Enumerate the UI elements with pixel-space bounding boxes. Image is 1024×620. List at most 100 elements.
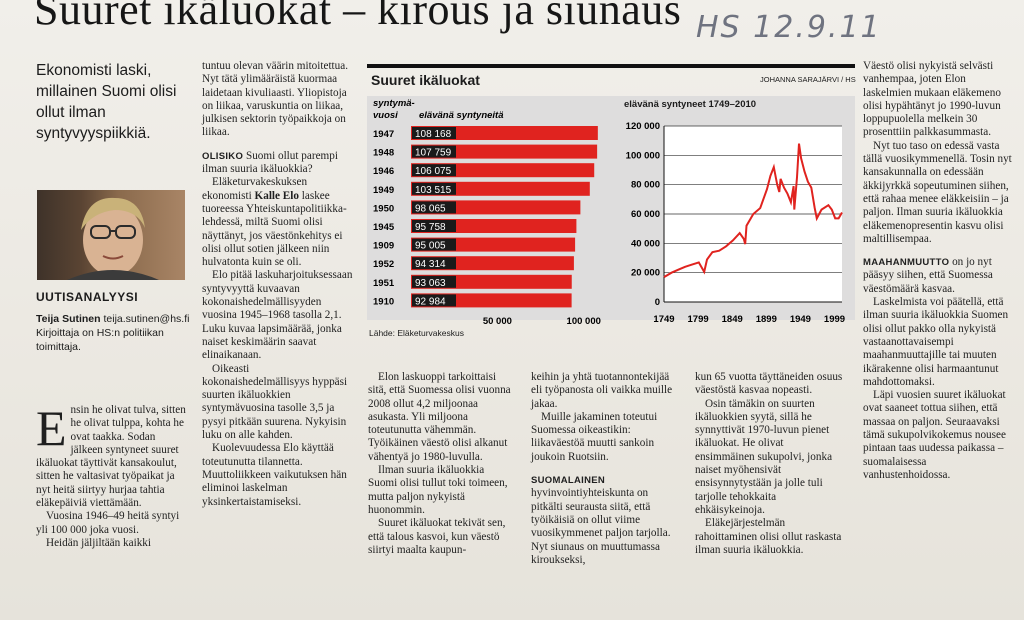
births-series-line <box>663 143 843 278</box>
col6-paragraph-4: Laskelmista voi päätellä, että ilman suu… <box>863 296 1009 388</box>
bar-chart: syntymä- vuosi elävänä syntyneitä 1947 10… <box>373 98 601 326</box>
col4-paragraph-3: hyvinvointiyhteiskunta on pitkälti seura… <box>531 487 671 566</box>
bar-year-label: 1910 <box>373 296 394 307</box>
bar-year-label: 1948 <box>373 148 394 159</box>
line-y-tick-label: 0 <box>655 297 660 308</box>
line-y-tick-label: 20 000 <box>631 268 660 279</box>
line-y-tick-label: 100 000 <box>626 150 660 161</box>
author-email[interactable]: teija.sutinen@hs.fi <box>103 313 190 325</box>
col6-paragraph-5: Läpi vuosien suuret ikäluokat ovat saane… <box>863 389 1006 481</box>
line-x-tick-label: 1899 <box>756 314 777 325</box>
col2-paragraph-3c: laskee tuoreessa Yhteiskuntapolitiikka-l… <box>202 189 347 269</box>
handwritten-date-note: HS 12.9.11 <box>696 10 882 45</box>
author-role: Kirjoittaja on HS:n politiikan toimittaj… <box>36 327 164 353</box>
line-x-tick-label: 1749 <box>653 314 674 325</box>
author-portrait <box>37 190 185 280</box>
bar-year-label: 1946 <box>373 166 394 177</box>
line-y-tick-label: 120 000 <box>626 121 660 132</box>
headline: Suuret ikäluokat – kirous ja siunaus <box>34 0 682 34</box>
col4-paragraph-1: keihin ja yhtä tuotannontekijää eli työp… <box>531 371 673 410</box>
bar-header-3: elävänä syntyneitä <box>419 110 504 121</box>
bar-year-label: 1909 <box>373 241 394 252</box>
bar-value-label-bg <box>412 127 456 139</box>
bar-value-label-bg <box>412 220 456 232</box>
bar-year-label: 1952 <box>373 259 394 270</box>
bar-value-label-bg <box>412 182 456 195</box>
chart-credit: JOHANNA SARAJÄRVI / HS <box>760 75 856 84</box>
line-y-tick-label: 40 000 <box>631 238 660 249</box>
byline: Teija Sutinen teija.sutinen@hs.fi Kirjoi… <box>36 312 196 354</box>
bar-value-label: 95 005 <box>415 241 446 252</box>
col6-paragraph-3: on jo nyt pääsyy siihen, että Suomessa v… <box>863 256 993 295</box>
bar-year-label: 1949 <box>373 185 394 196</box>
article-column-4: keihin ja yhtä tuotannontekijää eli työp… <box>531 371 679 567</box>
lead-text: Ekonomisti laski, millainen Suomi olisi … <box>36 62 177 142</box>
col6-paragraph-2: Nyt tuo taso on edessä vasta tällä vuosi… <box>863 139 1012 245</box>
bar-value-label: 103 515 <box>415 185 452 196</box>
bar-1948 <box>411 144 598 159</box>
col2-paragraph-3a: Eläketurvakeskuksen ekonomisti <box>202 176 308 202</box>
bar-1947 <box>411 126 598 140</box>
person-name: Kalle Elo <box>254 189 299 202</box>
col6-paragraph-1: Väestö olisi nykyistä selvästi vanhempaa… <box>863 60 1001 139</box>
chart-top-rule <box>367 64 855 68</box>
bar-value-label: 106 075 <box>415 166 452 177</box>
bar-value-label-bg <box>412 145 456 158</box>
bar-value-label-bg <box>412 238 456 251</box>
bar-value-label-bg <box>412 294 456 307</box>
section-label: UUTISANALYYSI <box>36 290 139 304</box>
bar-value-label: 93 063 <box>415 278 446 289</box>
col1-paragraph-2: Vuosina 1946–49 heitä syntyi yli 100 000… <box>36 510 180 536</box>
bar-year-label: 1945 <box>373 222 395 233</box>
line-x-tick-label: 1999 <box>824 314 845 325</box>
bar-year-label: 1950 <box>373 203 394 214</box>
bar-header-2: vuosi <box>373 110 398 121</box>
chart-title: Suuret ikäluokat <box>371 72 480 88</box>
col1-paragraph-3: Heidän jäljiltään kaikki <box>46 536 152 549</box>
col4-subhead: SUOMALAINEN <box>531 475 606 487</box>
col5-paragraph-3: Eläkejärjestelmän rahoittaminen olisi ol… <box>695 517 842 556</box>
col2-paragraph-6: Kuolevuudessa Elo käyttää toteutunutta t… <box>202 442 347 508</box>
bar-x-tick-label: 100 000 <box>567 316 601 326</box>
line-x-tick-label: 1949 <box>790 314 811 325</box>
col2-paragraph-2: Suomi ollut parempi ilman suuria ikäluok… <box>202 149 338 176</box>
col3-paragraph-2: Ilman suuria ikäluokkia Suomi olisi tull… <box>368 464 508 516</box>
line-chart: 0 20 000 40 000 60 000 80 000 100 000 120 000 1… <box>626 121 845 325</box>
col3-paragraph-1: Elon laskuoppi tarkoittaisi sitä, että S… <box>368 371 511 463</box>
col1-paragraph-1: nsin he olivat tulva, sitten he olivat t… <box>36 404 186 510</box>
bar-value-label-bg <box>412 201 456 214</box>
col4-paragraph-2: Muille jakaminen toteutui Suomessa oikea… <box>531 410 658 463</box>
line-chart-caption: elävänä syntyneet 1749–2010 <box>624 99 757 110</box>
author-name: Teija Sutinen <box>36 313 101 325</box>
chart-source: Lähde: Eläketurvakeskus <box>369 328 464 338</box>
bar-value-label-bg <box>412 275 456 288</box>
bar-value-label: 108 168 <box>415 129 452 140</box>
bar-value-label: 98 065 <box>415 203 446 214</box>
col3-paragraph-3: Suuret ikäluokat tekivät sen, että talou… <box>368 517 506 556</box>
col2-paragraph-1: tuntuu olevan väärin mitoitettua. Nyt tä… <box>202 60 349 139</box>
line-x-tick-label: 1799 <box>688 314 709 325</box>
bar-year-label: 1947 <box>373 129 394 140</box>
line-x-tick-label: 1849 <box>722 314 743 325</box>
col5-paragraph-2: Osin tämäkin on suurten ikäluokkien syyt… <box>695 397 833 516</box>
col2-paragraph-5: Oikeasti kokonaishedelmällisyys hyppäsi … <box>202 362 348 442</box>
col6-subhead: MAAHANMUUTTO <box>863 257 950 269</box>
bar-x-tick-label: 50 000 <box>483 316 512 326</box>
article-column-5: kun 65 vuotta täyttäneiden osuus väestös… <box>695 371 845 557</box>
col2-subhead: OLISIKO <box>202 150 244 162</box>
article-column-3: Elon laskuoppi tarkoittaisi sitä, että S… <box>368 371 516 557</box>
col5-paragraph-1: kun 65 vuotta täyttäneiden osuus väestös… <box>695 371 843 397</box>
article-column-6: Väestö olisi nykyistä selvästi vanhempaa… <box>863 60 1013 482</box>
bar-year-label: 1951 <box>373 278 395 289</box>
bar-value-label: 94 314 <box>415 259 446 270</box>
line-y-tick-label: 80 000 <box>631 180 660 191</box>
article-column-2: tuntuu olevan väärin mitoitettua. Nyt tä… <box>202 60 358 509</box>
line-y-tick-label: 60 000 <box>631 209 660 220</box>
bar-value-label-bg <box>412 164 456 177</box>
bar-1946 <box>411 163 595 178</box>
col2-paragraph-4: Elo pitää laskuharjoituksessaan syntyvyy… <box>202 269 353 362</box>
bar-header-1: syntymä- <box>373 98 415 109</box>
drop-cap: E <box>36 400 67 456</box>
